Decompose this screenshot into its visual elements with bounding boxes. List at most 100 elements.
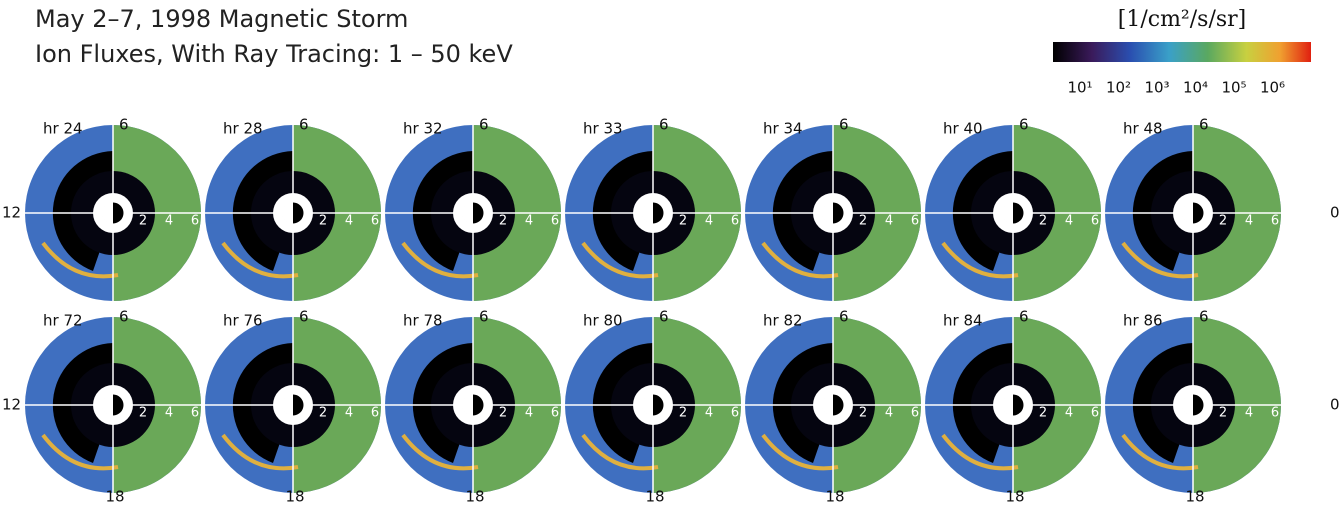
polar-panel: 2 4 6 hr 40 6	[920, 116, 1106, 306]
polar-panel: 2 4 6 hr 76 6 18	[200, 308, 386, 506]
colorbar-tick-label: 10⁵	[1221, 79, 1246, 97]
flux-band	[941, 241, 1019, 279]
axis-label-top: 6	[479, 116, 489, 134]
radial-label: 2	[139, 214, 147, 229]
earth-day	[822, 202, 833, 224]
axis-label-top: 6	[299, 308, 309, 326]
polar-panel: 2 4 6 hr 32 6	[380, 116, 566, 306]
panel-label: hr 86	[1123, 312, 1163, 330]
panel-label: hr 76	[223, 312, 263, 330]
earth-day	[1182, 394, 1193, 416]
radial-label: 4	[705, 406, 713, 421]
earth-day	[102, 202, 113, 224]
radial-label: 6	[371, 406, 379, 421]
radial-label: 4	[705, 214, 713, 229]
earth-day	[642, 394, 653, 416]
polar-panel: 2 4 6 hr 86 6 0 18	[1100, 308, 1340, 506]
axis-label-top: 6	[839, 116, 849, 134]
radial-label: 6	[551, 214, 559, 229]
radial-label: 2	[859, 406, 867, 421]
radial-label: 2	[1219, 406, 1227, 421]
colorbar-tick-label: 10⁴	[1183, 79, 1208, 97]
flux-band	[581, 241, 659, 279]
polar-panel: 2 4 6 hr 82 6 18	[740, 308, 926, 506]
radial-label: 2	[1219, 214, 1227, 229]
panel-label: hr 34	[763, 120, 803, 138]
panel-label: hr 28	[223, 120, 263, 138]
radial-label: 4	[1065, 214, 1073, 229]
radial-label: 6	[1091, 214, 1099, 229]
axis-label-bottom: 18	[465, 488, 484, 506]
flux-band	[1121, 241, 1199, 279]
earth-day	[282, 394, 293, 416]
axis-label-top: 6	[1199, 308, 1209, 326]
flux-band	[941, 433, 1019, 471]
earth-day	[462, 394, 473, 416]
polar-panel: 2 4 6 hr 72 6 12 18	[2, 308, 206, 506]
radial-label: 6	[911, 214, 919, 229]
earth-day	[1182, 202, 1193, 224]
panel-label: hr 40	[943, 120, 983, 138]
flux-band	[221, 433, 299, 471]
polar-panel: 2 4 6 hr 80 6 18	[560, 308, 746, 506]
earth-day	[462, 202, 473, 224]
earth-day	[102, 394, 113, 416]
radial-label: 6	[731, 406, 739, 421]
radial-label: 6	[371, 214, 379, 229]
radial-label: 2	[499, 214, 507, 229]
panel-label: hr 82	[763, 312, 803, 330]
panel-label: hr 32	[403, 120, 443, 138]
axis-label-bottom: 18	[1005, 488, 1024, 506]
radial-label: 4	[885, 214, 893, 229]
axis-label-top: 6	[119, 308, 129, 326]
axis-label-right: 0	[1330, 396, 1340, 414]
axis-label-top: 6	[1019, 308, 1029, 326]
earth-day	[282, 202, 293, 224]
radial-label: 4	[165, 406, 173, 421]
axis-label-top: 6	[119, 116, 129, 134]
radial-label: 4	[1245, 214, 1253, 229]
radial-label: 6	[1091, 406, 1099, 421]
axis-label-bottom: 18	[1185, 488, 1204, 506]
radial-label: 2	[859, 214, 867, 229]
earth-day	[642, 202, 653, 224]
radial-label: 2	[319, 214, 327, 229]
title-line: May 2–7, 1998 Magnetic Storm	[35, 5, 408, 33]
radial-label: 6	[1271, 214, 1279, 229]
radial-label: 6	[911, 406, 919, 421]
axis-label-right: 0	[1330, 204, 1340, 222]
flux-band	[41, 433, 119, 471]
flux-band	[761, 433, 839, 471]
panel-label: hr 48	[1123, 120, 1163, 138]
axis-label-top: 6	[659, 308, 669, 326]
radial-label: 2	[499, 406, 507, 421]
axis-label-top: 6	[1199, 116, 1209, 134]
radial-label: 4	[525, 214, 533, 229]
panels: 2 4 6 hr 24 6 12 2 4 6 hr 28 6 2 4 6 hr 32 6 2 4 6 hr 33 6 2 4…	[2, 116, 1340, 506]
colorbar-tick-label: 10⁶	[1260, 79, 1285, 97]
flux-band	[401, 241, 479, 279]
radial-label: 6	[191, 214, 199, 229]
radial-label: 2	[1039, 214, 1047, 229]
radial-label: 6	[191, 406, 199, 421]
radial-label: 2	[679, 214, 687, 229]
flux-band	[41, 241, 119, 279]
colorbar-tick-label: 10³	[1144, 79, 1169, 97]
colorbar-tick-label: 10¹	[1067, 79, 1092, 97]
axis-label-bottom: 18	[105, 488, 124, 506]
axis-label-bottom: 18	[645, 488, 664, 506]
radial-label: 2	[679, 406, 687, 421]
radial-label: 4	[165, 214, 173, 229]
polar-panel: 2 4 6 hr 48 6 0	[1100, 116, 1340, 306]
radial-label: 2	[319, 406, 327, 421]
polar-panel: 2 4 6 hr 34 6	[740, 116, 926, 306]
radial-label: 4	[1245, 406, 1253, 421]
radial-label: 4	[345, 214, 353, 229]
radial-label: 6	[551, 406, 559, 421]
radial-label: 4	[525, 406, 533, 421]
axis-label-top: 6	[1019, 116, 1029, 134]
panel-label: hr 84	[943, 312, 983, 330]
panel-label: hr 80	[583, 312, 623, 330]
